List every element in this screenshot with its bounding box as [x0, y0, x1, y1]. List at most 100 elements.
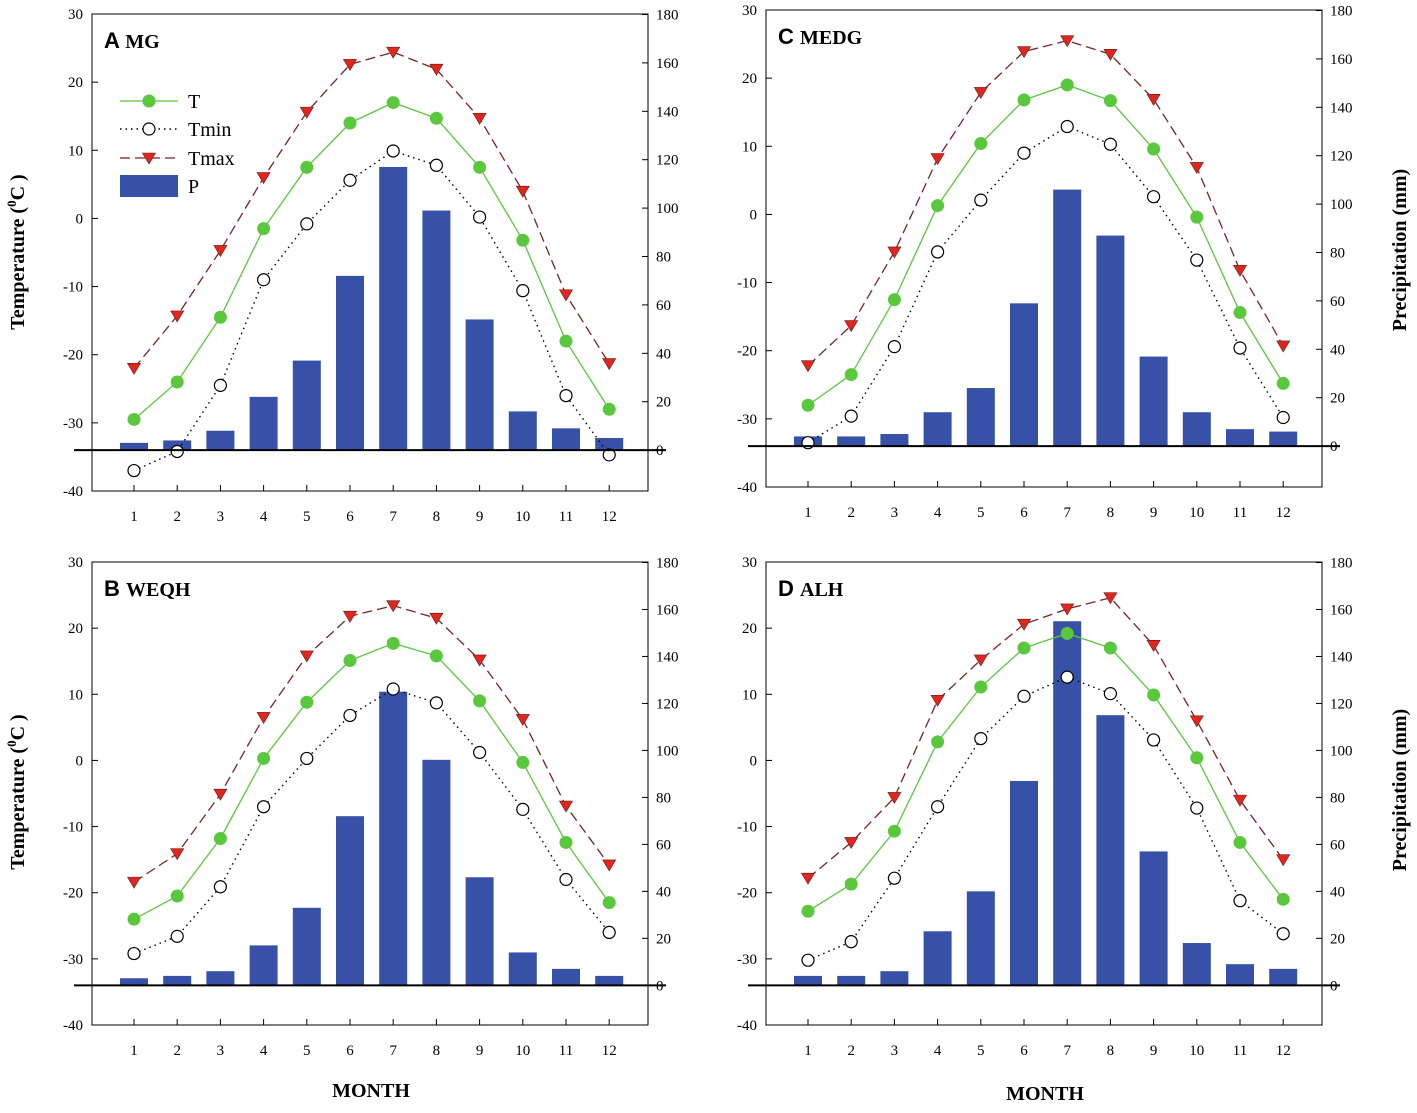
- precipitation-bar: [1010, 780, 1038, 986]
- tmax-marker: [342, 610, 358, 623]
- panel-title: WEQH: [126, 579, 191, 601]
- month-tick-label: 10: [1189, 1043, 1204, 1059]
- month-tick-label: 2: [173, 509, 181, 525]
- legend-label-p: P: [188, 176, 199, 198]
- precipitation-bar: [1182, 412, 1211, 447]
- precipitation-tick-label: 60: [1330, 294, 1345, 310]
- t-marker: [170, 889, 184, 903]
- legend-tmax-marker: [141, 152, 157, 165]
- precipitation-tick-label: 60: [656, 837, 671, 853]
- tmax-marker: [1276, 854, 1291, 867]
- t-marker: [801, 398, 815, 412]
- precipitation-bar: [552, 968, 580, 986]
- tmin-line: [133, 150, 610, 472]
- tmin-marker: [1103, 137, 1118, 151]
- t-marker: [473, 160, 487, 174]
- tmin-marker: [844, 935, 858, 949]
- t-marker: [127, 412, 141, 426]
- tmax-marker: [887, 792, 902, 805]
- tmin-marker: [429, 158, 443, 172]
- month-tick-label: 12: [602, 509, 617, 525]
- precipitation-bar: [552, 428, 580, 451]
- t-marker: [1103, 94, 1117, 108]
- month-tick-label: 8: [433, 1043, 441, 1059]
- tmax-marker: [472, 112, 487, 125]
- precipitation-bar: [923, 412, 952, 447]
- tmax-marker: [1232, 794, 1248, 807]
- t-marker: [1276, 892, 1290, 906]
- tmin-marker: [343, 708, 357, 723]
- t-marker: [516, 233, 530, 247]
- t-marker: [844, 877, 858, 891]
- chart-panel-mg: -40-30-20-100102030020406080100120140160…: [63, 7, 679, 525]
- temperature-tick-label: 20: [742, 621, 757, 637]
- tmax-marker: [800, 872, 816, 885]
- temperature-tick-label: -40: [737, 1018, 757, 1034]
- t-marker: [887, 824, 901, 838]
- tmax-marker: [1146, 640, 1161, 652]
- tmin-marker: [386, 144, 400, 158]
- precipitation-tick-label: 160: [1330, 602, 1353, 618]
- temperature-tick-label: -10: [737, 820, 757, 836]
- right-axis-title-bottom: Precipitation (mm): [1389, 709, 1411, 871]
- temperature-tick-label: -30: [737, 412, 757, 428]
- tmin-marker: [801, 953, 815, 967]
- tmin-marker: [213, 880, 227, 894]
- t-marker: [1060, 626, 1074, 640]
- t-marker: [1233, 306, 1247, 320]
- temperature-tick-label: 10: [742, 139, 757, 155]
- precipitation-bar: [837, 975, 866, 986]
- temperature-tick-label: -30: [63, 416, 83, 432]
- t-marker: [1190, 210, 1204, 224]
- tmin-marker: [930, 800, 945, 814]
- t-marker: [386, 96, 400, 110]
- plot-frame: [91, 561, 649, 1026]
- panel-title: MG: [125, 31, 160, 53]
- tmax-marker: [1060, 35, 1075, 48]
- chart-panel-alh: -40-30-20-100102030020406080100120140160…: [737, 555, 1353, 1059]
- temperature-tick-label: 0: [750, 753, 758, 769]
- tmax-marker: [558, 800, 574, 813]
- precipitation-bar: [465, 877, 494, 986]
- precipitation-tick-label: 100: [1330, 197, 1353, 213]
- month-tick-label: 5: [303, 1043, 311, 1059]
- precipitation-tick-label: 160: [656, 602, 679, 618]
- month-tick-label: 5: [977, 1043, 985, 1059]
- precipitation-bar: [1010, 303, 1038, 447]
- t-marker: [343, 116, 357, 130]
- precipitation-tick-label: 20: [1330, 931, 1345, 947]
- precipitation-tick-label: 100: [656, 201, 679, 217]
- tmin-marker: [1233, 894, 1247, 908]
- month-tick-label: 6: [1020, 505, 1028, 521]
- precipitation-tick-label: 100: [656, 743, 679, 759]
- precipitation-tick-label: 120: [656, 696, 679, 712]
- tmin-marker: [1103, 687, 1118, 701]
- t-marker: [300, 160, 314, 174]
- temperature-tick-label: 10: [68, 687, 83, 703]
- precipitation-bar: [1226, 964, 1254, 986]
- t-marker: [300, 695, 314, 709]
- t-marker: [386, 636, 400, 650]
- t-marker: [429, 649, 443, 663]
- chart-panel-medg: -40-30-20-100102030020406080100120140160…: [737, 3, 1353, 521]
- tmin-marker: [1276, 410, 1290, 425]
- precipitation-tick-label: 160: [656, 56, 679, 72]
- month-tick-label: 11: [559, 1043, 573, 1059]
- t-marker: [473, 694, 487, 708]
- month-tick-label: 5: [977, 505, 985, 521]
- month-tick-label: 5: [303, 509, 311, 525]
- panel-letter: C: [778, 24, 800, 49]
- left-axis-title-sup: 0: [4, 200, 19, 207]
- month-tick-label: 3: [891, 1043, 899, 1059]
- precipitation-tick-label: 80: [656, 790, 671, 806]
- temperature-tick-label: -10: [63, 280, 83, 296]
- month-tick-label: 10: [515, 1043, 530, 1059]
- precipitation-tick-label: 120: [1330, 149, 1353, 165]
- panel-label: A MG: [104, 28, 160, 53]
- tmax-marker: [386, 600, 401, 613]
- tmax-line: [807, 39, 1284, 367]
- tmax-marker: [887, 246, 902, 259]
- tmin-marker: [559, 389, 573, 403]
- tmax-marker: [515, 185, 530, 198]
- precipitation-tick-label: 80: [1330, 246, 1345, 262]
